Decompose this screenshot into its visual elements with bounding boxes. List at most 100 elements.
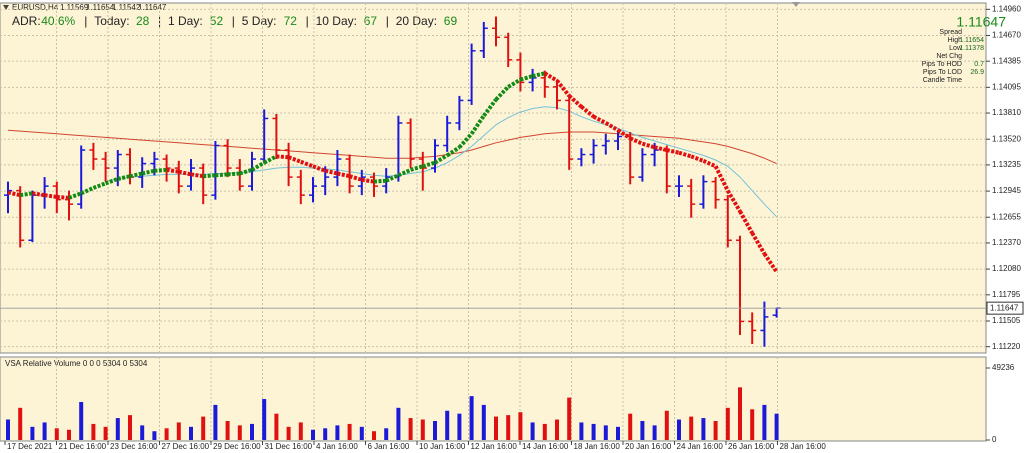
adr-value: 67 bbox=[364, 14, 378, 28]
ma-fast-segment bbox=[104, 177, 119, 186]
adr-value: 52 bbox=[210, 14, 224, 28]
info-value: 1.11378 bbox=[959, 45, 984, 52]
y-tick-label: 1.14670 bbox=[992, 31, 1021, 40]
separator: | bbox=[306, 14, 309, 28]
x-tick-label: 21 Dec 16:00 bbox=[59, 442, 107, 451]
volume-bar bbox=[298, 422, 303, 440]
y-tick-label: 1.12370 bbox=[992, 238, 1021, 247]
ma-fast-segment bbox=[532, 71, 546, 79]
y-tick-label: 1.12945 bbox=[992, 186, 1021, 195]
volume-bar bbox=[579, 422, 584, 440]
y-tick-label: 1.14095 bbox=[992, 82, 1021, 91]
adr-value: 72 bbox=[284, 14, 298, 28]
info-label: Net Chg bbox=[936, 53, 962, 60]
volume-bar bbox=[42, 422, 47, 440]
x-tick-label: 10 Jan 16:00 bbox=[419, 442, 466, 451]
volume-bar bbox=[115, 418, 120, 440]
info-label: Pips To HOD bbox=[922, 61, 962, 68]
volume-bar bbox=[103, 426, 108, 440]
price-tag-box bbox=[986, 301, 1024, 315]
volume-bar bbox=[201, 416, 206, 440]
ma-fast-segment bbox=[68, 191, 82, 200]
ma-fast-segment bbox=[713, 165, 730, 192]
volume-bar bbox=[396, 407, 401, 440]
x-tick-label: 18 Jan 16:00 bbox=[574, 442, 621, 451]
y-tick-label: 1.12655 bbox=[992, 212, 1021, 221]
volume-bar bbox=[738, 387, 742, 440]
ma-fast-segment bbox=[469, 114, 486, 135]
ma-fast-segment bbox=[178, 169, 192, 177]
volume-bar bbox=[567, 397, 572, 440]
x-tick-label: 26 Jan 16:00 bbox=[728, 442, 775, 451]
x-tick-label: 6 Jan 16:00 bbox=[368, 442, 410, 451]
volume-bar bbox=[725, 407, 730, 440]
ma-fast-segment bbox=[482, 98, 498, 117]
ma-fast-segment bbox=[654, 145, 668, 152]
adr-label: 1 Day: bbox=[168, 14, 203, 28]
y-tick-label: 1.14960 bbox=[992, 4, 1021, 13]
ma-fast-segment bbox=[422, 160, 436, 169]
ma-fast-segment bbox=[203, 173, 216, 179]
ma-fast-segment bbox=[385, 173, 400, 183]
volume-bar bbox=[774, 413, 779, 440]
ma-fast-segment bbox=[690, 154, 705, 163]
ma-fast-segment bbox=[580, 105, 595, 119]
ma-fast-segment bbox=[141, 168, 155, 176]
volume-bar bbox=[518, 412, 523, 440]
volume-bar bbox=[67, 429, 71, 440]
volume-bar bbox=[262, 399, 267, 440]
ma-fast-segment bbox=[555, 79, 571, 98]
ma-fast-segment bbox=[678, 150, 692, 159]
ma-fast-segment bbox=[507, 77, 522, 89]
ma-slow-line bbox=[7, 129, 777, 165]
ma-fast-segment bbox=[373, 178, 387, 184]
ma-fast-segment bbox=[702, 159, 717, 169]
volume-bar bbox=[274, 413, 279, 440]
ma-fast-segment bbox=[762, 252, 779, 273]
x-tick-label: 20 Jan 16:00 bbox=[625, 442, 672, 451]
quote: 1.11654 bbox=[86, 3, 115, 12]
volume-bar bbox=[591, 423, 596, 440]
volume-tick-label: 49236 bbox=[992, 363, 1015, 372]
volume-bar bbox=[335, 425, 340, 440]
volume-bar bbox=[616, 426, 620, 440]
volume-bar bbox=[640, 420, 645, 440]
symbol: EURUSD,H4 bbox=[12, 3, 59, 12]
volume-bar bbox=[445, 410, 450, 440]
x-tick-label: 12 Jan 16:00 bbox=[471, 442, 518, 451]
volume-bar bbox=[6, 419, 10, 440]
volume-bar bbox=[664, 410, 669, 440]
volume-bar bbox=[164, 428, 169, 440]
ma-fast-segment bbox=[361, 177, 375, 184]
symbol-icon bbox=[3, 5, 9, 10]
y-tick-label: 1.12080 bbox=[992, 264, 1021, 273]
volume-bar bbox=[311, 429, 315, 440]
y-tick-label: 1.11220 bbox=[992, 342, 1021, 351]
volume-bar bbox=[652, 425, 657, 440]
adr-label: 20 Day: bbox=[396, 14, 437, 28]
ma-fast-segment bbox=[433, 153, 449, 165]
volume-bar bbox=[701, 418, 706, 440]
volume-bar bbox=[677, 419, 681, 440]
ma-fast-segment bbox=[738, 210, 754, 235]
separator: | bbox=[232, 14, 235, 28]
price-tag: 1.11647 bbox=[990, 303, 1019, 312]
info-label: High bbox=[948, 37, 963, 44]
volume-bar bbox=[433, 420, 437, 440]
quote: 1.11569 bbox=[60, 3, 89, 12]
adr-value: 28 bbox=[136, 14, 150, 28]
volume-bar bbox=[384, 428, 389, 440]
volume-bar bbox=[347, 423, 352, 440]
volume-bar bbox=[750, 409, 755, 440]
volume-pane bbox=[0, 356, 987, 442]
x-tick-label: 27 Dec 16:00 bbox=[162, 442, 210, 451]
volume-bar bbox=[457, 413, 462, 440]
volume-bar bbox=[420, 419, 425, 440]
ma-fast-segment bbox=[349, 174, 363, 182]
ma-fast-segment bbox=[336, 171, 351, 179]
ma-fast-segment bbox=[215, 172, 228, 178]
y-tick-label: 1.13520 bbox=[992, 134, 1021, 143]
ma-fast-segment bbox=[641, 141, 656, 150]
ma-fast-segment bbox=[604, 121, 620, 132]
volume-bar bbox=[18, 407, 23, 440]
